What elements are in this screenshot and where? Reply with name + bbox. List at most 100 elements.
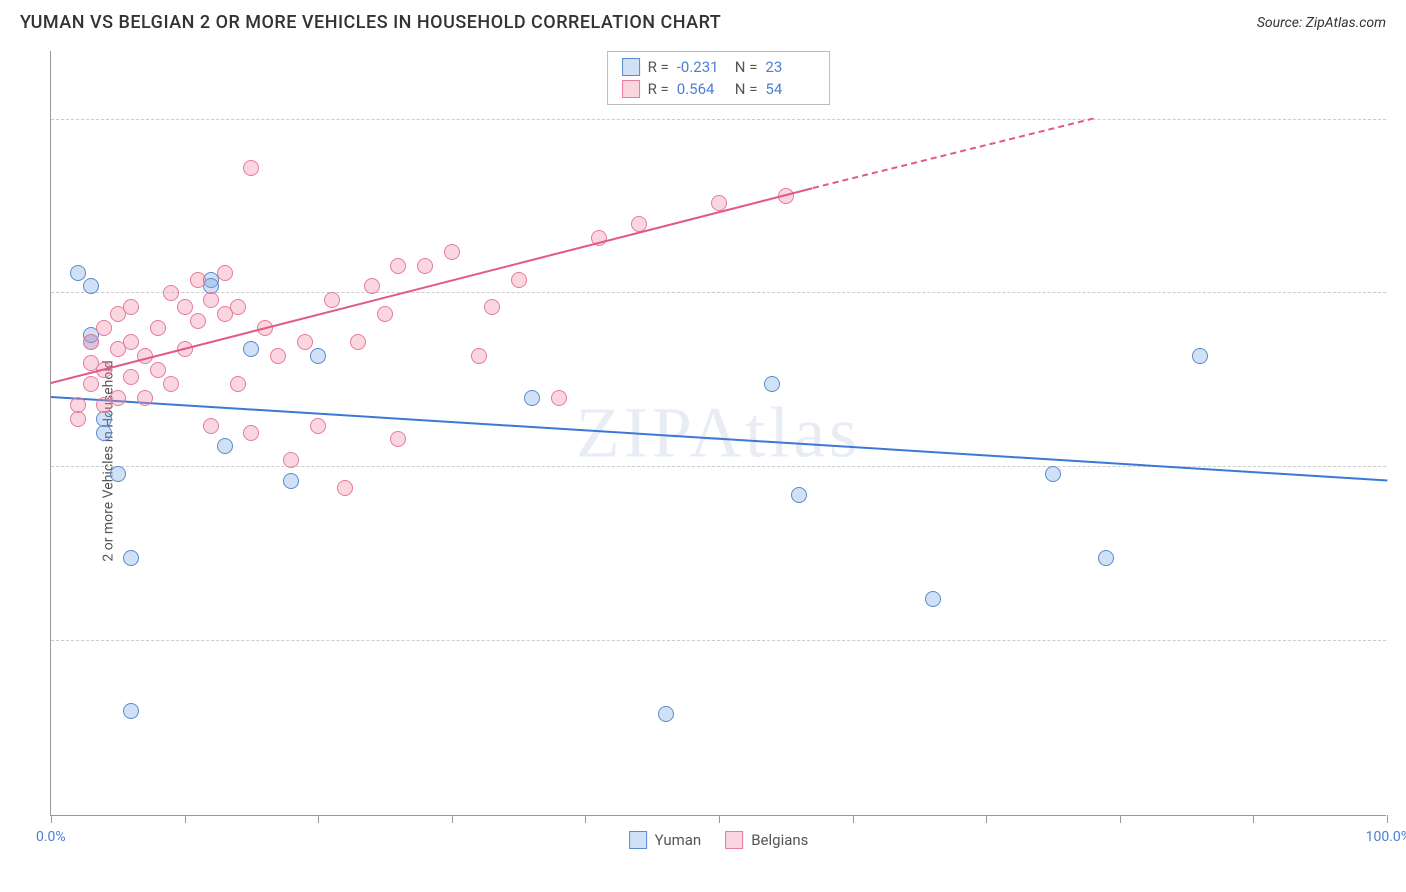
data-point [925,591,941,607]
data-point [524,390,540,406]
data-point [70,411,86,427]
stats-row: R = 0.564 N = 54 [622,78,816,100]
data-point [110,466,126,482]
data-point [163,376,179,392]
data-point [123,703,139,719]
data-point [1192,348,1208,364]
data-point [444,244,460,260]
x-tick [51,815,52,823]
r-value: -0.231 [677,58,727,76]
x-tick [986,815,987,823]
data-point [177,299,193,315]
data-point [190,313,206,329]
gridline [51,640,1386,641]
data-point [390,258,406,274]
data-point [337,480,353,496]
data-point [791,487,807,503]
data-point [390,431,406,447]
data-point [377,306,393,322]
x-tick [452,815,453,823]
data-point [484,299,500,315]
n-value: 54 [765,80,815,98]
chart-source: Source: ZipAtlas.com [1257,15,1386,31]
data-point [243,341,259,357]
data-point [297,334,313,350]
legend-swatch [622,58,640,76]
x-tick [719,815,720,823]
data-point [96,320,112,336]
data-point [150,362,166,378]
x-tick [1120,815,1121,823]
data-point [243,425,259,441]
data-point [350,334,366,350]
data-point [283,473,299,489]
x-tick [318,815,319,823]
data-point [83,278,99,294]
stats-legend-box: R = -0.231 N = 23 R = 0.564 N = 54 [607,51,831,105]
data-point [417,258,433,274]
data-point [230,299,246,315]
x-tick [853,815,854,823]
data-point [324,292,340,308]
chart-container: 2 or more Vehicles in Household ZIPAtlas… [0,41,1406,881]
data-point [551,390,567,406]
data-point [150,320,166,336]
n-value: 23 [765,58,815,76]
data-point [217,265,233,281]
data-point [364,278,380,294]
data-point [511,272,527,288]
n-label: N = [735,80,758,98]
data-point [70,265,86,281]
data-point [137,390,153,406]
data-point [123,334,139,350]
data-point [203,418,219,434]
gridline [51,119,1386,120]
data-point [310,348,326,364]
data-point [190,272,206,288]
data-point [230,376,246,392]
x-tick [1253,815,1254,823]
x-tick [185,815,186,823]
trend-line [51,187,813,384]
legend-item: Yuman [629,831,702,849]
data-point [96,425,112,441]
data-point [123,299,139,315]
data-point [123,550,139,566]
data-point [243,160,259,176]
data-point [283,452,299,468]
r-label: R = [648,58,669,76]
data-point [310,418,326,434]
r-label: R = [648,80,669,98]
data-point [658,706,674,722]
r-value: 0.564 [677,80,727,98]
data-point [217,438,233,454]
data-point [83,334,99,350]
data-point [270,348,286,364]
plot-area: ZIPAtlas R =-0.231N =23R =0.564N =54 0.0… [50,51,1386,816]
x-axis-max-label: 100.0% [1366,829,1406,845]
stats-row: R = -0.231 N = 23 [622,56,816,78]
data-point [471,348,487,364]
chart-title: YUMAN VS BELGIAN 2 OR MORE VEHICLES IN H… [20,12,721,33]
data-point [1098,550,1114,566]
legend-item: Belgians [725,831,808,849]
data-point [163,285,179,301]
legend-label: Yuman [655,831,702,849]
gridline [51,292,1386,293]
x-tick [1387,815,1388,823]
trend-line [812,118,1093,189]
x-axis-min-label: 0.0% [36,829,66,845]
legend-label: Belgians [751,831,808,849]
data-point [123,369,139,385]
data-point [110,390,126,406]
data-point [83,376,99,392]
legend-swatch [629,831,647,849]
n-label: N = [735,58,758,76]
data-point [764,376,780,392]
x-tick [585,815,586,823]
legend-swatch [622,80,640,98]
chart-header: YUMAN VS BELGIAN 2 OR MORE VEHICLES IN H… [0,0,1406,41]
data-point [1045,466,1061,482]
data-point [203,292,219,308]
legend-swatch [725,831,743,849]
